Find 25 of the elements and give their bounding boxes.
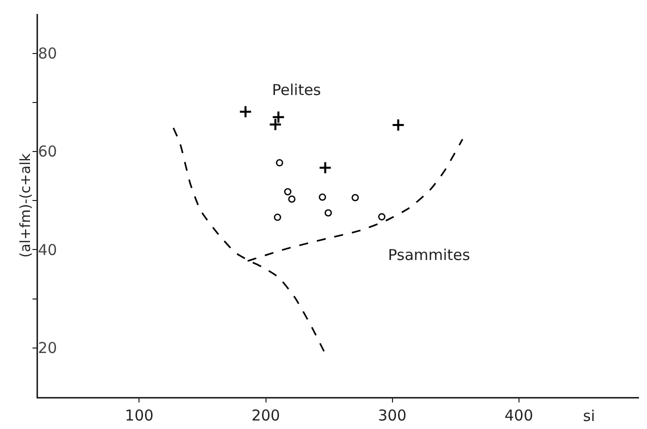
point [276, 159, 284, 166]
x-tick-label: 200 [251, 406, 280, 424]
y-tick-label: 80 [38, 44, 58, 63]
point [284, 188, 292, 196]
point [288, 195, 296, 203]
point [352, 194, 359, 202]
y-tick-label: 20 [38, 339, 58, 358]
point [268, 118, 282, 132]
annotation: Pelites [272, 81, 322, 99]
point [274, 214, 282, 221]
point [272, 110, 285, 124]
x-tick-label: 300 [378, 406, 407, 424]
x-tick-label: 100 [124, 406, 154, 424]
point [392, 118, 405, 132]
point [318, 194, 326, 201]
y-tick-label: 60 [38, 142, 58, 161]
point [378, 213, 386, 220]
point [238, 105, 252, 118]
annotation: Psammites [388, 246, 470, 264]
x-tick-label: 400 [504, 406, 534, 424]
point [318, 161, 332, 174]
y-axis-title: (al+fm)-(c+alk [18, 152, 34, 258]
y-tick-label: 40 [38, 240, 58, 259]
x-axis-title: si [583, 407, 595, 425]
point [324, 209, 332, 217]
